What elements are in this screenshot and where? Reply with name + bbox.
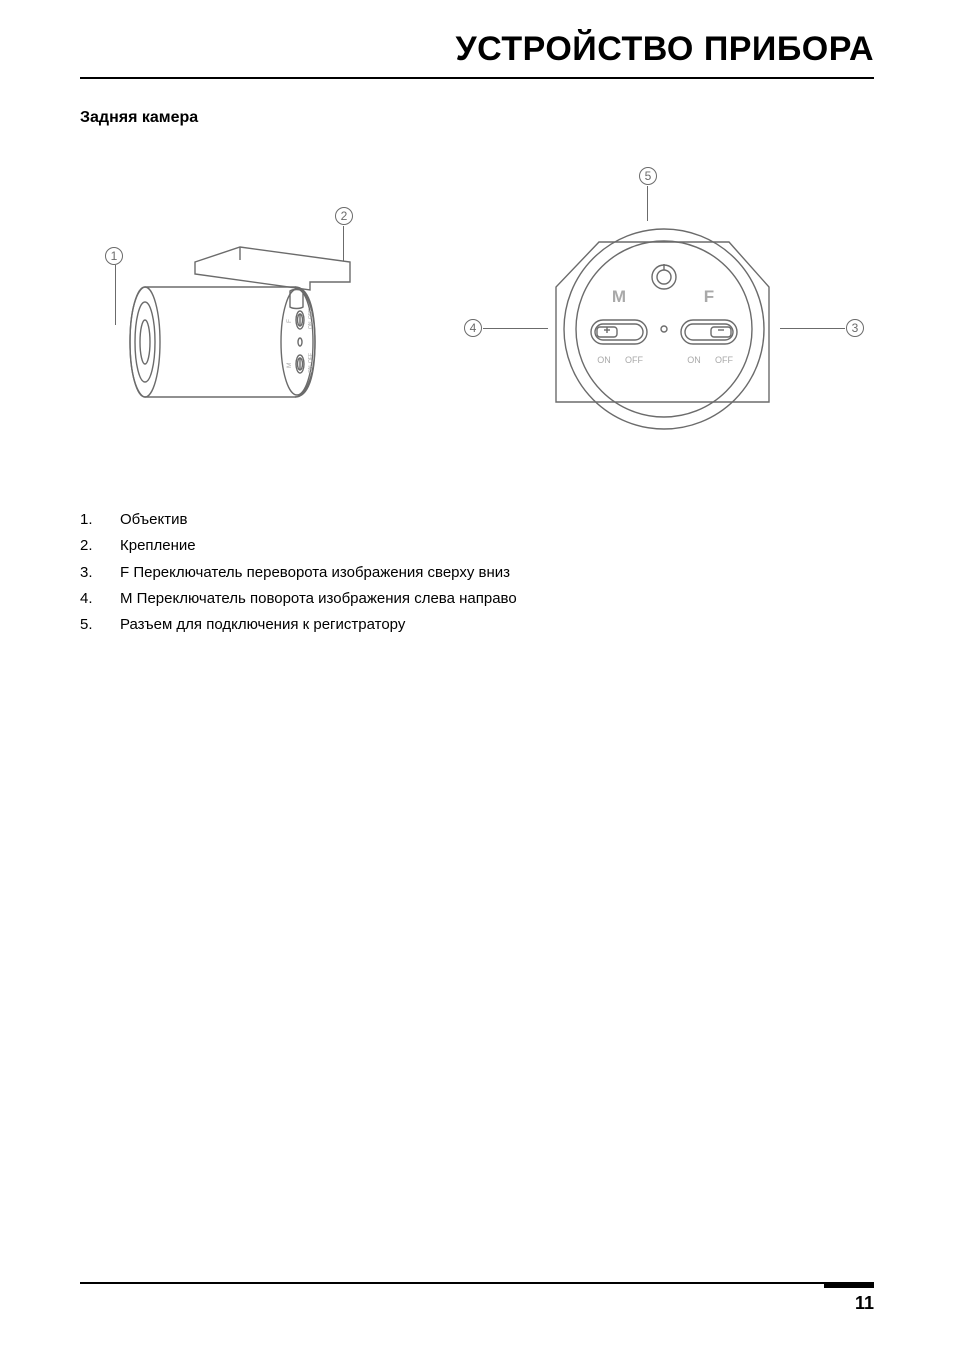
page-number: 11 <box>855 1293 874 1314</box>
list-item: 1. Объектив <box>80 507 874 533</box>
list-num: 5. <box>80 612 120 638</box>
callout-4: 4 <box>464 319 482 337</box>
callout-3: 3 <box>846 319 864 337</box>
callout-5: 5 <box>639 167 657 185</box>
svg-text:OFF: OFF <box>308 353 314 363</box>
list-item: 5. Разъем для подключения к регистратору <box>80 612 874 638</box>
diagram-row: 1 2 <box>80 167 874 467</box>
svg-text:F: F <box>704 287 714 306</box>
list-text: F Переключатель переворота изображения с… <box>120 560 874 586</box>
svg-text:M: M <box>286 363 293 368</box>
callout-2: 2 <box>335 207 353 225</box>
diagram-side-view: 1 2 <box>90 192 400 442</box>
list-item: 2. Крепление <box>80 533 874 559</box>
svg-text:ON: ON <box>687 355 701 365</box>
list-text: M Переключатель поворота изображения сле… <box>120 586 874 612</box>
camera-rear-svg: M F ON OFF ON OFF <box>464 167 864 467</box>
svg-text:OFF: OFF <box>715 355 733 365</box>
svg-text:M: M <box>612 287 626 306</box>
list-item: 3. F Переключатель переворота изображени… <box>80 560 874 586</box>
footer-rule <box>80 1282 874 1284</box>
svg-text:ON: ON <box>308 321 314 329</box>
camera-side-svg: F M OFF ON OFF ON <box>90 192 400 442</box>
svg-text:ON: ON <box>597 355 611 365</box>
list-item: 4. M Переключатель поворота изображения … <box>80 586 874 612</box>
callout-1: 1 <box>105 247 123 265</box>
list-num: 3. <box>80 560 120 586</box>
list-num: 1. <box>80 507 120 533</box>
list-text: Разъем для подключения к регистратору <box>120 612 874 638</box>
diagram-rear-view: 5 4 3 <box>464 167 864 467</box>
section-title: Задняя камера <box>80 109 874 127</box>
svg-text:OFF: OFF <box>625 355 643 365</box>
list-num: 2. <box>80 533 120 559</box>
list-num: 4. <box>80 586 120 612</box>
page-title: УСТРОЙСТВО ПРИБОРА <box>80 30 874 79</box>
svg-text:F: F <box>286 319 293 323</box>
list-text: Крепление <box>120 533 874 559</box>
svg-text:ON: ON <box>308 365 314 373</box>
component-list: 1. Объектив 2. Крепление 3. F Переключат… <box>80 507 874 638</box>
svg-text:OFF: OFF <box>308 309 314 319</box>
list-text: Объектив <box>120 507 874 533</box>
